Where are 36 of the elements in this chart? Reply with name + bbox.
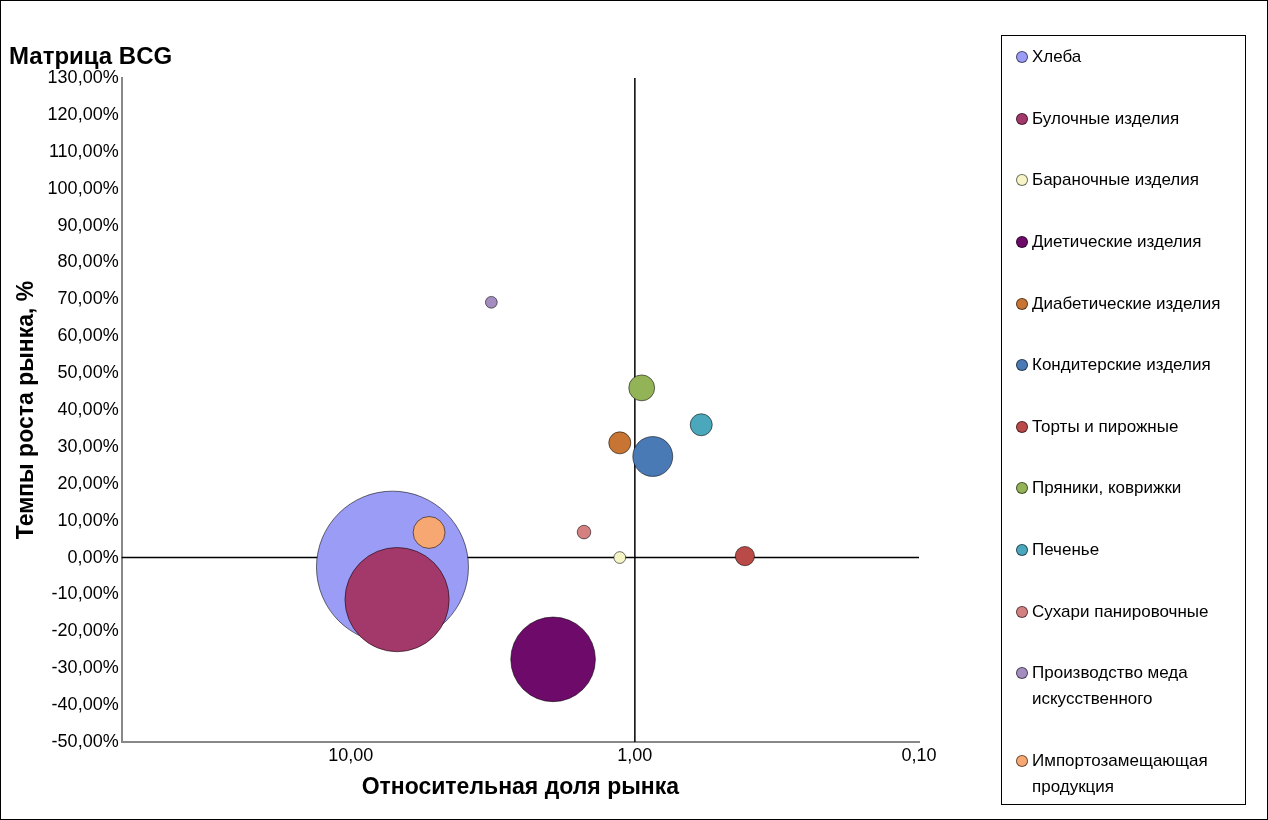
y-tick-label: 100,00% bbox=[47, 177, 119, 198]
y-tick-label: 30,00% bbox=[57, 435, 119, 456]
y-tick-label: 10,00% bbox=[57, 509, 119, 530]
legend-label: Булочные изделия bbox=[1032, 107, 1180, 130]
y-tick-label: -30,00% bbox=[51, 657, 119, 678]
legend-label: Кондитерские изделия bbox=[1032, 354, 1211, 377]
legend-label: Производство меда искусственного bbox=[1032, 662, 1189, 711]
legend-label: Бараночные изделия bbox=[1032, 169, 1199, 192]
y-tick-label: 70,00% bbox=[57, 288, 119, 309]
y-tick-label: -50,00% bbox=[51, 730, 119, 751]
x-axis-title: Относительная доля рынка bbox=[361, 772, 680, 799]
y-tick-label: 120,00% bbox=[47, 103, 119, 124]
x-tick-label: 10,00 bbox=[328, 744, 374, 765]
y-tick-label: 90,00% bbox=[57, 214, 119, 235]
legend-label: Хлеба bbox=[1032, 46, 1082, 68]
legend-label: Диетические изделия bbox=[1032, 230, 1202, 253]
x-tick-label: 0,10 bbox=[901, 744, 937, 765]
y-tick-label: 40,00% bbox=[57, 398, 119, 419]
y-tick-label: -20,00% bbox=[51, 620, 119, 641]
y-tick-label: -40,00% bbox=[51, 694, 119, 715]
legend-label: Сухари панировочные bbox=[1032, 600, 1209, 623]
y-tick-label: -10,00% bbox=[51, 583, 119, 604]
y-tick-label: 0,00% bbox=[67, 546, 119, 567]
legend-label: Торты и пирожные bbox=[1032, 415, 1179, 438]
legend-label: Импортозамещающая продукция bbox=[1032, 749, 1209, 798]
y-tick-label: 80,00% bbox=[57, 251, 119, 272]
chart-title: Матрица BCG bbox=[9, 42, 173, 70]
y-tick-label: 20,00% bbox=[57, 472, 119, 493]
legend-label: Диабетические изделия bbox=[1032, 292, 1221, 315]
legend-label: Печенье bbox=[1032, 539, 1100, 561]
y-tick-label: 50,00% bbox=[57, 362, 119, 383]
legend-label: Пряники, коврижки bbox=[1032, 477, 1182, 500]
y-tick-label: 60,00% bbox=[57, 325, 119, 346]
y-tick-label: 110,00% bbox=[48, 140, 119, 161]
y-axis-title: Темпы роста рынка, % bbox=[12, 280, 39, 540]
x-tick-label: 1,00 bbox=[617, 744, 653, 765]
